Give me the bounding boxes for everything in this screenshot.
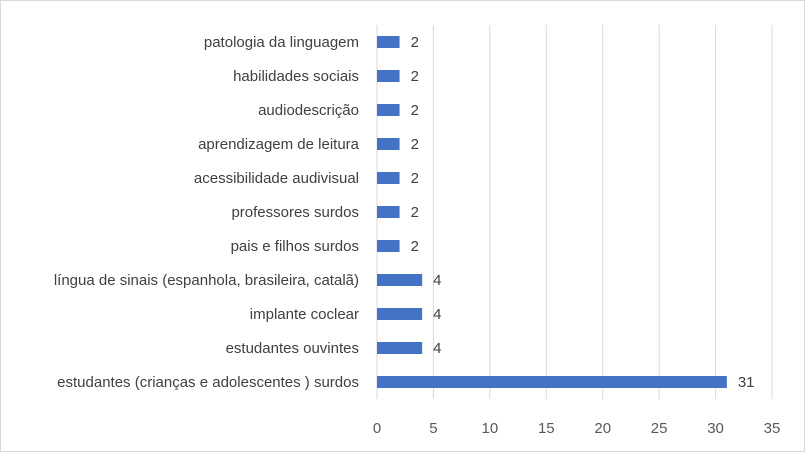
x-tick-label: 35 [764,420,781,437]
category-label: língua de sinais (espanhola, brasileira,… [54,272,359,289]
category-label: acessibilidade audivisual [194,170,359,187]
bar [377,342,423,354]
category-label: estudantes (crianças e adolescentes ) su… [57,374,359,391]
bar [377,36,400,48]
data-label: 31 [738,374,755,391]
data-label: 2 [411,238,419,255]
x-tick-labels: 0 5 10 15 20 25 30 35 [373,420,781,437]
x-tick-label: 20 [594,420,611,437]
data-label: 2 [411,136,419,153]
bar [377,206,400,218]
data-label: 2 [411,68,419,85]
bar [377,104,400,116]
x-tick-label: 25 [651,420,668,437]
bar [377,308,423,320]
x-tick-label: 10 [482,420,499,437]
data-label: 2 [411,34,419,51]
category-label: aprendizagem de leitura [198,136,360,153]
data-label: 2 [411,204,419,221]
category-label: estudantes ouvintes [226,340,359,357]
x-tick-label: 5 [429,420,437,437]
category-label: habilidades sociais [233,68,359,85]
bars [377,36,727,388]
data-label: 4 [433,340,441,357]
bar [377,138,400,150]
bar [377,172,400,184]
bar [377,274,423,286]
category-label: audiodescrição [258,102,359,119]
bar [377,240,400,252]
bar [377,70,400,82]
x-tick-label: 0 [373,420,381,437]
data-label: 2 [411,102,419,119]
category-labels: patologia da linguagem habilidades sociai… [54,34,360,391]
category-label: pais e filhos surdos [231,238,359,255]
category-label: implante coclear [250,306,359,323]
x-tick-label: 15 [538,420,555,437]
gridlines [376,25,773,399]
x-tick-label: 30 [707,420,724,437]
data-label: 4 [433,306,441,323]
category-label: professores surdos [231,204,359,221]
bar [377,376,727,388]
data-label: 4 [433,272,441,289]
category-label: patologia da linguagem [204,34,359,51]
data-label: 2 [411,170,419,187]
